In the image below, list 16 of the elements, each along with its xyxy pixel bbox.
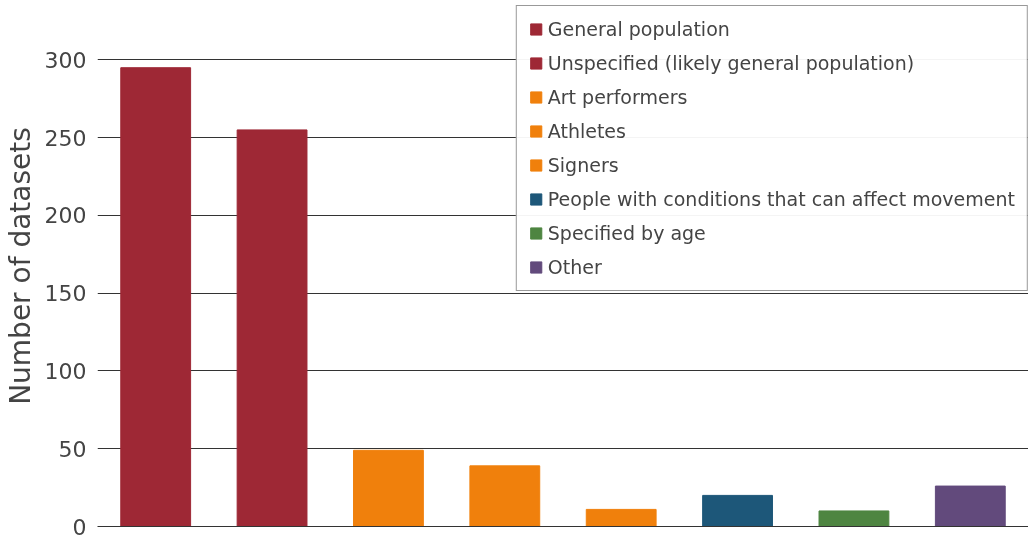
y-tick-label: 0 [72,514,87,540]
legend-label: Specified by age [547,222,706,244]
y-tick-label: 200 [44,203,87,229]
legend-label: Other [547,256,602,278]
legend-label: Unspecified (likely general population) [547,52,915,74]
legend-label: Athletes [547,120,626,142]
legend-label: People with conditions that can affect movement [547,188,1015,210]
legend-label: General population [547,18,730,40]
y-axis-title: Number of datasets [3,127,37,405]
y-tick-label: 250 [44,125,87,151]
legend-label: Art performers [547,86,688,108]
y-tick-label: 100 [44,358,87,384]
y-tick-label: 50 [58,436,87,462]
legend-label: Signers [547,154,619,176]
y-tick-label: 300 [44,47,87,73]
y-tick-label: 150 [44,281,87,307]
